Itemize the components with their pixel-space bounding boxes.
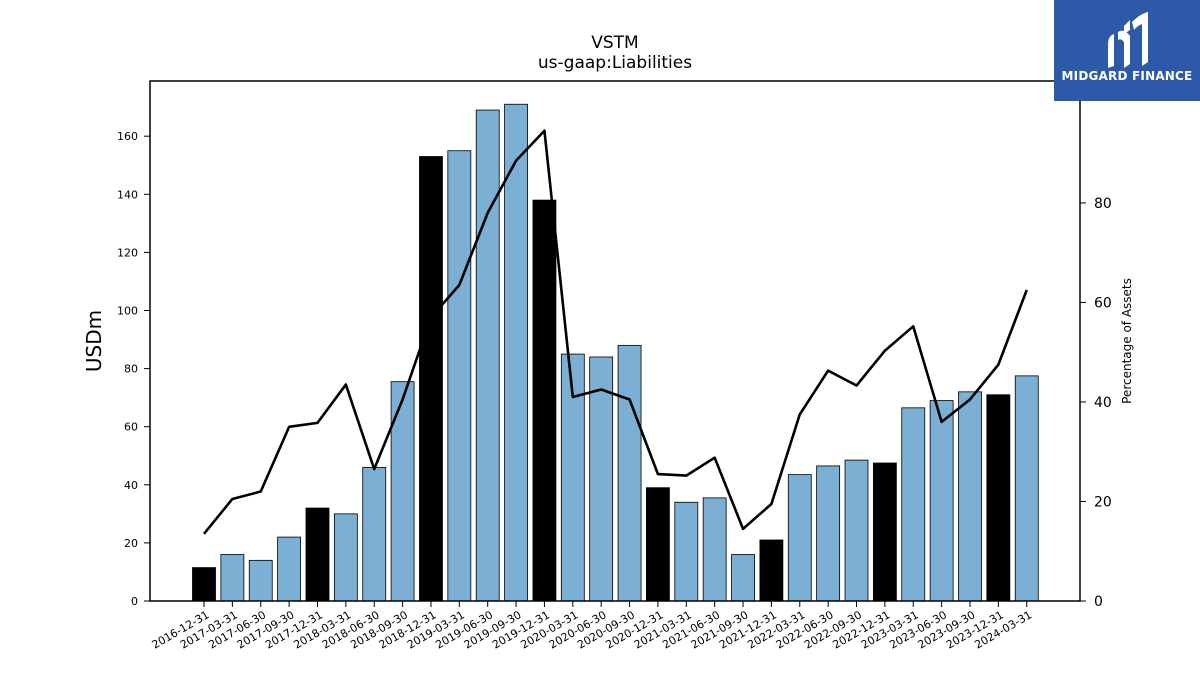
bar-series — [192, 103, 1039, 602]
chart-title: VSTM — [591, 33, 638, 53]
bar — [419, 156, 443, 602]
bar — [986, 394, 1011, 602]
bar — [844, 459, 869, 602]
line-series — [202, 129, 1028, 535]
bar — [816, 465, 841, 602]
bar — [362, 466, 387, 602]
y-tick-label: 60 — [124, 421, 138, 434]
y-tick-label: 160 — [117, 130, 138, 143]
axes — [144, 80, 1086, 607]
bar — [617, 344, 642, 602]
y-axis-label: USDm — [82, 310, 106, 372]
bar — [731, 554, 755, 602]
plot-frame — [149, 80, 1081, 602]
bar — [305, 507, 330, 602]
y2-tick-label: 80 — [1094, 196, 1112, 212]
y-tick-label: 80 — [124, 363, 138, 376]
y-tick-label: 100 — [117, 304, 138, 317]
percentage-line — [202, 129, 1028, 535]
bar — [333, 513, 358, 602]
y-tick-label: 20 — [124, 537, 138, 550]
y2-tick-label: 20 — [1094, 494, 1112, 510]
bar — [447, 150, 472, 602]
y2-axis-label: Percentage of Assets — [1120, 278, 1134, 404]
bar — [702, 497, 727, 602]
y-tick-label: 40 — [124, 479, 138, 492]
y-tick-label: 140 — [117, 188, 138, 201]
bar — [277, 536, 302, 602]
bar — [787, 474, 812, 602]
bar — [504, 103, 528, 602]
bar — [1014, 375, 1039, 602]
brand-name: MIDGARD FINANCE — [1061, 69, 1193, 83]
bar — [759, 539, 784, 602]
y-tick-label: 0 — [131, 595, 138, 608]
bar — [646, 487, 670, 602]
y-tick-label: 120 — [117, 246, 138, 259]
bar — [901, 407, 926, 602]
bar — [220, 554, 245, 602]
y2-tick-label: 60 — [1094, 295, 1112, 311]
bar — [475, 109, 500, 602]
bar — [192, 567, 216, 602]
bar — [390, 381, 415, 602]
brand-logo: MIDGARD FINANCE — [1054, 0, 1200, 101]
bar — [872, 462, 897, 602]
y2-tick-label: 40 — [1094, 395, 1112, 411]
midgard-logo-icon — [1108, 12, 1148, 68]
bar — [929, 400, 954, 602]
bar — [248, 559, 273, 602]
bar — [674, 501, 699, 602]
bar — [958, 391, 982, 602]
y2-tick-label: 0 — [1094, 594, 1103, 610]
chart-subtitle: us-gaap:Liabilities — [538, 53, 692, 73]
bar — [532, 199, 557, 602]
